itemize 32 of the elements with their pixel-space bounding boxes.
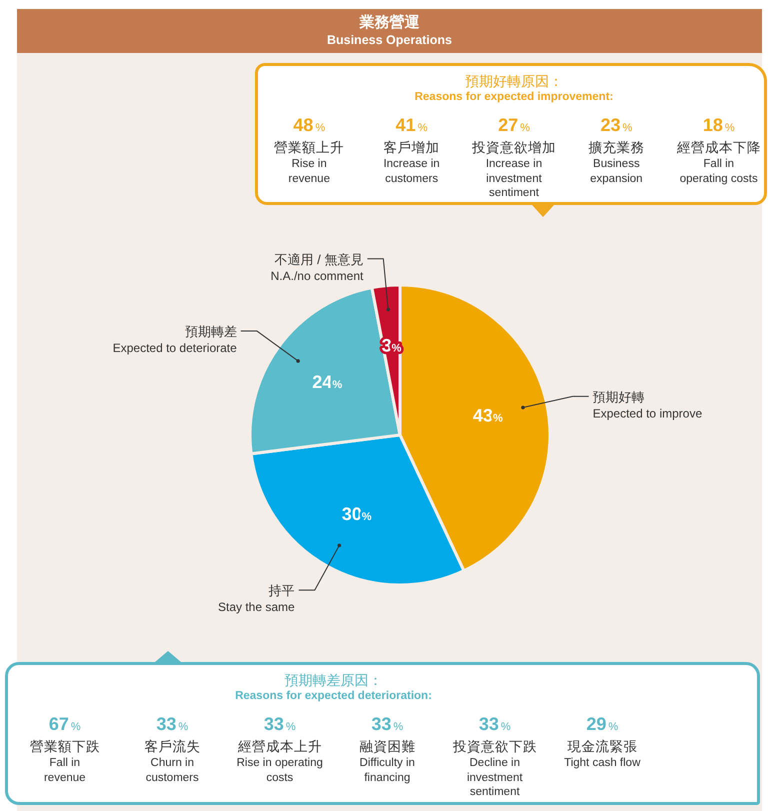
category-label: 營業額下跌 Fall in revenue <box>28 738 101 785</box>
data-label: 30% <box>342 504 372 524</box>
category-label: 經營成本上升 Rise in operating costs <box>236 738 324 785</box>
data-label: 43% <box>472 405 503 426</box>
category-label: 客戶增加 Increase in customers <box>382 139 441 186</box>
slice-label: 預期轉差 Expected to deteriorate <box>112 324 238 355</box>
data-label: 48% <box>292 115 326 137</box>
data-label: 27% <box>497 115 531 137</box>
data-label: 33% <box>478 714 512 736</box>
category-label: 融資困難 Difficulty in financing <box>358 738 416 785</box>
data-label: 33% <box>370 714 404 736</box>
data-label: 23% <box>599 115 634 137</box>
data-label: 18% <box>702 115 736 137</box>
category-label: 客戶流失 Churn in customers <box>143 738 202 785</box>
slice-label: 預期好轉 Expected to improve <box>592 389 702 420</box>
data-label: 33% <box>155 714 190 736</box>
category-label: 投資意欲增加 Increase in investment sentiment <box>470 139 557 200</box>
data-label: 41% <box>394 115 428 137</box>
slice-label: 不適用 / 無意見 N.A./no comment <box>270 252 364 283</box>
category-label: 現金流緊張 Tight cash flow <box>563 738 642 770</box>
category-label: 營業額上升 Rise in revenue <box>273 139 346 186</box>
category-label: 經營成本下降 Fall in operating costs <box>676 139 762 186</box>
text: 預期好轉原因： Reasons for expected improvement: <box>414 73 614 105</box>
chart-title: 業務營運 Business Operations <box>326 14 454 48</box>
category-label: 擴充業務 Business expansion <box>587 139 646 186</box>
data-label: 24% <box>312 372 342 392</box>
data-label: 33% <box>262 714 297 736</box>
data-label: 29% <box>585 714 620 736</box>
category-label: 投資意欲下跌 Decline in investment sentiment <box>452 738 538 800</box>
text: 預期轉差原因： Reasons for expected deterioration: <box>234 672 433 704</box>
data-label: 67% <box>48 714 82 736</box>
slice-label: 持平 Stay the same <box>218 583 296 614</box>
